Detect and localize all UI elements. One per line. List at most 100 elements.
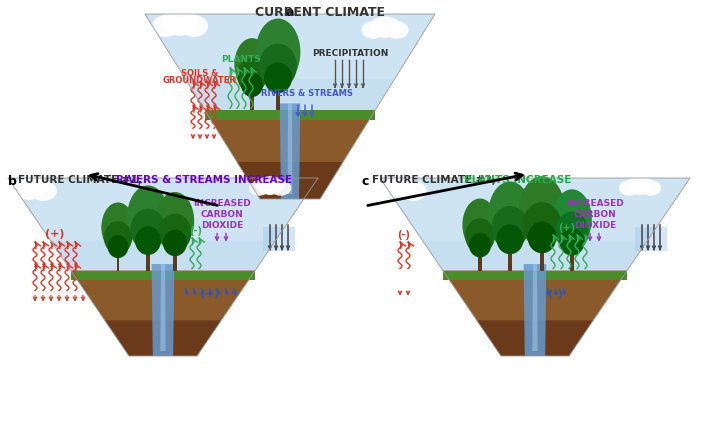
Ellipse shape bbox=[256, 176, 285, 194]
Bar bbox=[263, 227, 295, 251]
Polygon shape bbox=[71, 271, 255, 356]
Bar bbox=[479, 255, 482, 271]
Bar bbox=[635, 227, 667, 251]
Ellipse shape bbox=[488, 182, 532, 247]
Bar bbox=[508, 252, 512, 271]
Text: PLANTS: PLANTS bbox=[221, 55, 261, 64]
Ellipse shape bbox=[382, 176, 418, 199]
Polygon shape bbox=[280, 103, 300, 199]
Text: a: a bbox=[286, 6, 294, 19]
Ellipse shape bbox=[169, 18, 191, 36]
Ellipse shape bbox=[237, 58, 267, 93]
Ellipse shape bbox=[180, 15, 208, 37]
Ellipse shape bbox=[559, 228, 585, 256]
Polygon shape bbox=[443, 271, 627, 281]
Bar bbox=[540, 250, 544, 271]
Ellipse shape bbox=[625, 176, 655, 194]
Ellipse shape bbox=[135, 227, 161, 255]
Ellipse shape bbox=[390, 184, 411, 200]
Ellipse shape bbox=[270, 180, 292, 196]
Polygon shape bbox=[145, 14, 435, 79]
Ellipse shape bbox=[249, 180, 270, 196]
Ellipse shape bbox=[552, 190, 592, 249]
Bar bbox=[571, 253, 573, 271]
Ellipse shape bbox=[3, 181, 30, 201]
Ellipse shape bbox=[256, 18, 301, 86]
Text: SOILS &: SOILS & bbox=[182, 69, 219, 78]
Ellipse shape bbox=[127, 186, 169, 248]
Text: c: c bbox=[362, 175, 369, 188]
Text: RIVERS & STREAMS INCREASE: RIVERS & STREAMS INCREASE bbox=[116, 175, 292, 185]
Ellipse shape bbox=[519, 176, 565, 245]
Text: PLANTS INCREASE: PLANTS INCREASE bbox=[464, 175, 571, 185]
Ellipse shape bbox=[373, 181, 400, 201]
Text: FUTURE CLIMATE #2,: FUTURE CLIMATE #2, bbox=[372, 175, 500, 185]
Polygon shape bbox=[8, 178, 318, 356]
Text: (+): (+) bbox=[200, 289, 219, 298]
Ellipse shape bbox=[163, 230, 187, 256]
Ellipse shape bbox=[161, 9, 199, 35]
Bar bbox=[116, 256, 119, 271]
Ellipse shape bbox=[362, 21, 385, 39]
Text: RIVERS & STREAMS: RIVERS & STREAMS bbox=[261, 89, 353, 98]
Ellipse shape bbox=[156, 192, 194, 250]
Text: PRECIPITATION: PRECIPITATION bbox=[312, 49, 388, 58]
Polygon shape bbox=[287, 103, 292, 194]
Polygon shape bbox=[443, 271, 627, 356]
Ellipse shape bbox=[20, 184, 41, 200]
Bar bbox=[250, 95, 254, 110]
Polygon shape bbox=[524, 264, 546, 356]
Ellipse shape bbox=[130, 209, 165, 250]
Ellipse shape bbox=[465, 218, 495, 253]
Ellipse shape bbox=[264, 62, 292, 93]
Ellipse shape bbox=[102, 202, 135, 252]
Text: (-): (-) bbox=[189, 226, 203, 235]
Ellipse shape bbox=[469, 233, 491, 257]
Bar bbox=[173, 254, 177, 271]
Polygon shape bbox=[105, 320, 222, 356]
Text: b: b bbox=[8, 175, 17, 188]
Ellipse shape bbox=[491, 206, 529, 249]
Ellipse shape bbox=[555, 212, 589, 252]
Ellipse shape bbox=[30, 181, 57, 201]
Ellipse shape bbox=[640, 180, 661, 196]
Ellipse shape bbox=[152, 15, 180, 37]
Polygon shape bbox=[161, 264, 165, 351]
Polygon shape bbox=[205, 110, 375, 199]
Ellipse shape bbox=[12, 176, 48, 199]
Polygon shape bbox=[205, 110, 375, 120]
Ellipse shape bbox=[234, 38, 270, 91]
Ellipse shape bbox=[376, 24, 394, 38]
Ellipse shape bbox=[107, 235, 128, 258]
Text: CURRENT CLIMATE: CURRENT CLIMATE bbox=[255, 6, 385, 19]
Polygon shape bbox=[380, 178, 690, 240]
Ellipse shape bbox=[241, 73, 263, 97]
Ellipse shape bbox=[369, 17, 401, 37]
Ellipse shape bbox=[159, 214, 191, 252]
Text: (-): (-) bbox=[397, 230, 411, 240]
Polygon shape bbox=[71, 271, 255, 281]
Polygon shape bbox=[380, 178, 690, 356]
Ellipse shape bbox=[528, 222, 557, 253]
Text: FUTURE CLIMATE #1,: FUTURE CLIMATE #1, bbox=[18, 175, 146, 185]
Polygon shape bbox=[8, 178, 318, 240]
Bar bbox=[276, 91, 280, 110]
Polygon shape bbox=[477, 320, 593, 356]
Ellipse shape bbox=[463, 198, 498, 251]
Text: GROUNDWATER: GROUNDWATER bbox=[163, 76, 237, 85]
Ellipse shape bbox=[259, 44, 297, 88]
Ellipse shape bbox=[496, 224, 524, 254]
Ellipse shape bbox=[400, 181, 427, 201]
Ellipse shape bbox=[619, 180, 640, 196]
Polygon shape bbox=[237, 162, 343, 199]
Text: (-): (-) bbox=[547, 289, 562, 298]
Text: (+): (+) bbox=[559, 223, 576, 232]
Text: INCREASED
CARBON
DIOXIDE: INCREASED CARBON DIOXIDE bbox=[193, 198, 251, 230]
Ellipse shape bbox=[385, 21, 409, 39]
Polygon shape bbox=[532, 264, 538, 351]
Bar bbox=[147, 252, 150, 271]
Ellipse shape bbox=[522, 202, 562, 248]
Ellipse shape bbox=[632, 182, 648, 195]
Text: INCREASED
CARBON
DIOXIDE: INCREASED CARBON DIOXIDE bbox=[566, 198, 624, 230]
Polygon shape bbox=[145, 14, 435, 199]
